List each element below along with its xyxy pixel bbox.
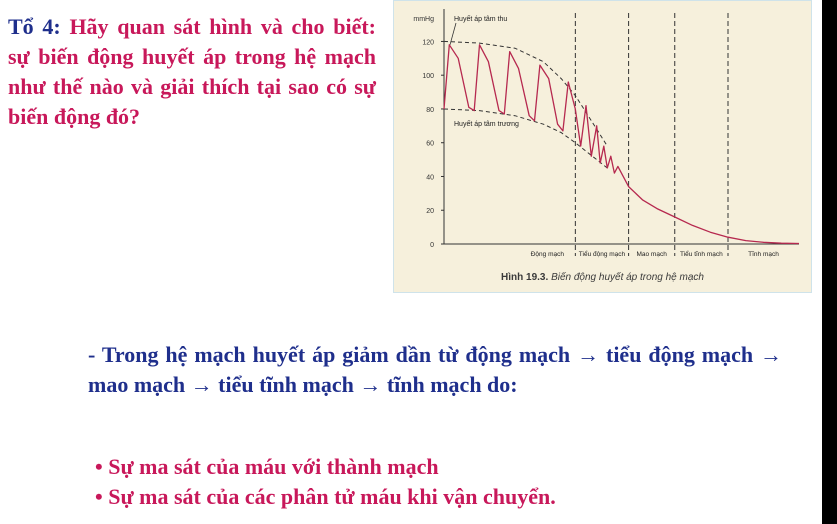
question-lead: Tổ 4: [8, 14, 61, 39]
blood-pressure-figure: mmHg 0 20 40 60 80 100 120 Động mạch Tiểu động mạ… [393, 0, 812, 293]
reason-item-2: • Sự ma sát của các phân tử máu khi vận … [95, 484, 556, 509]
reason-list: • Sự ma sát của máu với thành mạch • Sự … [95, 452, 556, 512]
question-text: Tổ 4: Hãy quan sát hình và cho biết: sự … [8, 12, 376, 132]
region-label-5: Tĩnh mạch [748, 251, 779, 258]
region-label-3: Mao mạch [636, 251, 667, 258]
y-tick-label-5: 100 [422, 73, 434, 80]
region-label-1: Động mạch [531, 251, 565, 258]
right-edge-strip [822, 0, 837, 524]
series-line-3 [443, 44, 800, 245]
figure-caption: Hình 19.3. Biến động huyết áp trong hệ m… [394, 272, 811, 283]
caption-label: Hình 19.3. [501, 272, 549, 283]
annotation-systolic-pointer [449, 22, 457, 45]
series-line-2 [443, 108, 608, 169]
reason-item-1: • Sự ma sát của máu với thành mạch [95, 454, 439, 479]
y-axis-label: mmHg [413, 16, 434, 23]
y-tick-label-4: 80 [426, 107, 434, 114]
caption-text: Biến động huyết áp trong hệ mạch [551, 272, 704, 283]
annotation-systolic: Huyết áp tâm thu [454, 14, 507, 23]
region-label-2: Tiểu động mạch [579, 250, 626, 258]
y-tick-label-0: 0 [430, 242, 434, 249]
blood-pressure-chart: mmHg 0 20 40 60 80 100 120 Động mạch Tiểu động mạ… [413, 9, 800, 258]
question-body: Hãy quan sát hình và cho biết: sự biến đ… [8, 14, 377, 129]
answer-text: - Trong hệ mạch huyết áp giảm dần từ độn… [88, 342, 782, 397]
region-label-4: Tiểu tĩnh mạch [680, 250, 723, 258]
y-tick-label-1: 20 [426, 208, 434, 215]
y-tick-label-6: 120 [422, 39, 434, 46]
y-tick-label-2: 40 [426, 174, 434, 181]
annotation-diastolic: Huyết áp tâm trương [454, 119, 519, 128]
y-tick-label-3: 60 [426, 141, 434, 148]
series-line-1 [443, 40, 608, 147]
